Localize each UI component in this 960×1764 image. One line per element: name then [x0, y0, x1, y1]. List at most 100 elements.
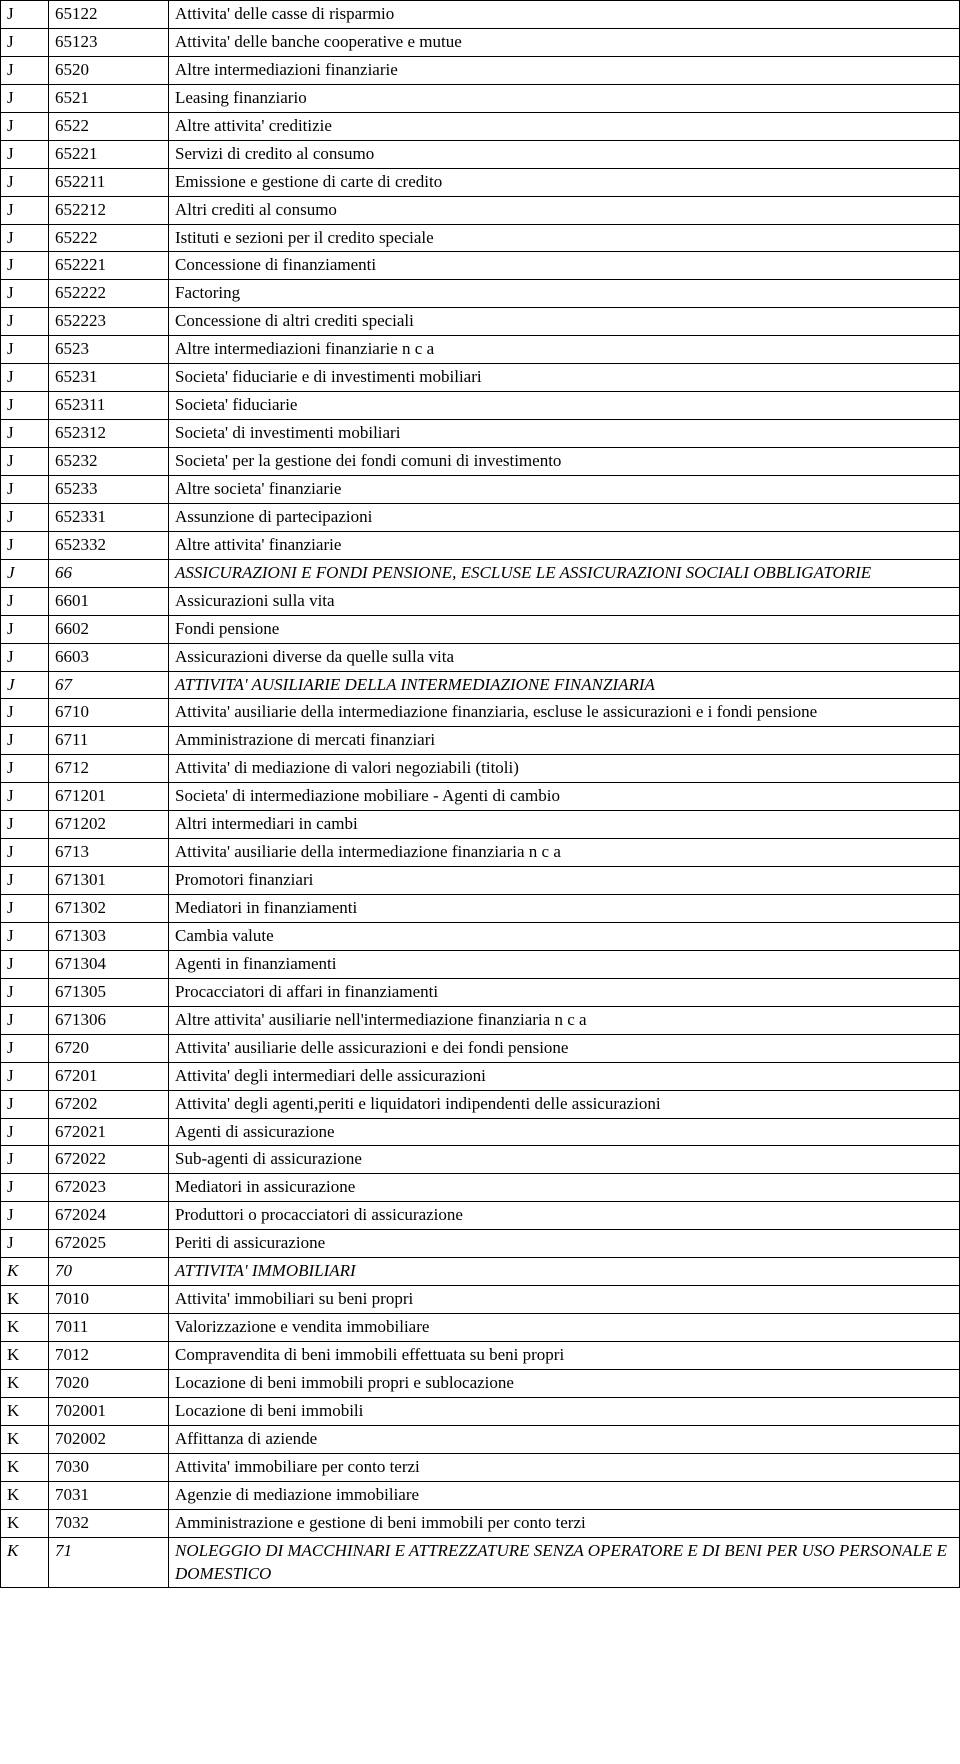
category-cell: J [1, 1174, 49, 1202]
code-cell: 6720 [49, 1034, 169, 1062]
description-cell: Attivita' degli agenti,periti e liquidat… [169, 1090, 960, 1118]
category-cell: J [1, 84, 49, 112]
table-row: J652211Emissione e gestione di carte di … [1, 168, 960, 196]
code-cell: 6602 [49, 615, 169, 643]
code-cell: 6523 [49, 336, 169, 364]
code-cell: 7032 [49, 1509, 169, 1537]
description-cell: Produttori o procacciatori di assicurazi… [169, 1202, 960, 1230]
category-cell: J [1, 1230, 49, 1258]
code-cell: 7020 [49, 1369, 169, 1397]
description-cell: NOLEGGIO DI MACCHINARI E ATTREZZATURE SE… [169, 1537, 960, 1588]
table-row: J6720Attivita' ausiliarie delle assicura… [1, 1034, 960, 1062]
code-cell: 671305 [49, 978, 169, 1006]
table-row: J6602Fondi pensione [1, 615, 960, 643]
code-cell: 671304 [49, 950, 169, 978]
category-cell: J [1, 364, 49, 392]
category-cell: K [1, 1537, 49, 1588]
category-cell: K [1, 1342, 49, 1370]
description-cell: Concessione di altri crediti speciali [169, 308, 960, 336]
code-cell: 671306 [49, 1006, 169, 1034]
table-row: J671202Altri intermediari in cambi [1, 811, 960, 839]
category-cell: J [1, 28, 49, 56]
code-cell: 652221 [49, 252, 169, 280]
table-row: J6711Amministrazione di mercati finanzia… [1, 727, 960, 755]
description-cell: Attivita' delle casse di risparmio [169, 1, 960, 29]
table-row: J6520Altre intermediazioni finanziarie [1, 56, 960, 84]
description-cell: Societa' di investimenti mobiliari [169, 420, 960, 448]
description-cell: Servizi di credito al consumo [169, 140, 960, 168]
description-cell: Altri intermediari in cambi [169, 811, 960, 839]
code-cell: 6712 [49, 755, 169, 783]
category-cell: J [1, 112, 49, 140]
description-cell: Attivita' ausiliarie delle assicurazioni… [169, 1034, 960, 1062]
category-cell: J [1, 950, 49, 978]
table-row: J67201Attivita' degli intermediari delle… [1, 1062, 960, 1090]
description-cell: ATTIVITA' AUSILIARIE DELLA INTERMEDIAZIO… [169, 671, 960, 699]
description-cell: Agenti in finanziamenti [169, 950, 960, 978]
description-cell: Leasing finanziario [169, 84, 960, 112]
code-cell: 702002 [49, 1425, 169, 1453]
table-row: J672025Periti di assicurazione [1, 1230, 960, 1258]
code-cell: 6713 [49, 839, 169, 867]
category-cell: J [1, 1146, 49, 1174]
category-cell: J [1, 699, 49, 727]
category-cell: J [1, 839, 49, 867]
category-cell: J [1, 811, 49, 839]
description-cell: Societa' fiduciarie e di investimenti mo… [169, 364, 960, 392]
table-row: J6521Leasing finanziario [1, 84, 960, 112]
category-cell: K [1, 1425, 49, 1453]
description-cell: Istituti e sezioni per il credito specia… [169, 224, 960, 252]
code-cell: 6710 [49, 699, 169, 727]
category-cell: K [1, 1314, 49, 1342]
category-cell: J [1, 280, 49, 308]
category-cell: J [1, 503, 49, 531]
code-cell: 67 [49, 671, 169, 699]
code-cell: 652222 [49, 280, 169, 308]
description-cell: Compravendita di beni immobili effettuat… [169, 1342, 960, 1370]
category-cell: J [1, 783, 49, 811]
table-row: J672024Produttori o procacciatori di ass… [1, 1202, 960, 1230]
description-cell: Amministrazione di mercati finanziari [169, 727, 960, 755]
description-cell: Affittanza di aziende [169, 1425, 960, 1453]
description-cell: Agenti di assicurazione [169, 1118, 960, 1146]
table-row: J671302Mediatori in finanziamenti [1, 895, 960, 923]
description-cell: Procacciatori di affari in finanziamenti [169, 978, 960, 1006]
category-cell: J [1, 1090, 49, 1118]
table-row: J671201Societa' di intermediazione mobil… [1, 783, 960, 811]
category-cell: J [1, 224, 49, 252]
category-cell: J [1, 895, 49, 923]
table-row: J672021Agenti di assicurazione [1, 1118, 960, 1146]
table-row: J652311Societa' fiduciarie [1, 392, 960, 420]
code-cell: 66 [49, 559, 169, 587]
description-cell: Attivita' delle banche cooperative e mut… [169, 28, 960, 56]
code-cell: 71 [49, 1537, 169, 1588]
table-row: J671305Procacciatori di affari in finanz… [1, 978, 960, 1006]
description-cell: Societa' per la gestione dei fondi comun… [169, 448, 960, 476]
code-cell: 702001 [49, 1397, 169, 1425]
table-row: J65221Servizi di credito al consumo [1, 140, 960, 168]
code-cell: 7011 [49, 1314, 169, 1342]
table-row: J652221Concessione di finanziamenti [1, 252, 960, 280]
table-row: J65233Altre societa' finanziarie [1, 475, 960, 503]
description-cell: Promotori finanziari [169, 867, 960, 895]
description-cell: Amministrazione e gestione di beni immob… [169, 1509, 960, 1537]
description-cell: Factoring [169, 280, 960, 308]
code-cell: 652311 [49, 392, 169, 420]
description-cell: Altre attivita' creditizie [169, 112, 960, 140]
description-cell: Attivita' degli intermediari delle assic… [169, 1062, 960, 1090]
code-cell: 65222 [49, 224, 169, 252]
category-cell: J [1, 336, 49, 364]
code-cell: 672024 [49, 1202, 169, 1230]
description-cell: Attivita' di mediazione di valori negozi… [169, 755, 960, 783]
table-row: K702002Affittanza di aziende [1, 1425, 960, 1453]
category-cell: J [1, 1062, 49, 1090]
table-row: J65222Istituti e sezioni per il credito … [1, 224, 960, 252]
table-row: J672023Mediatori in assicurazione [1, 1174, 960, 1202]
classification-table: J65122Attivita' delle casse di risparmio… [0, 0, 960, 1588]
category-cell: J [1, 420, 49, 448]
table-row: K7011Valorizzazione e vendita immobiliar… [1, 1314, 960, 1342]
table-row: J652331Assunzione di partecipazioni [1, 503, 960, 531]
table-row: J6601Assicurazioni sulla vita [1, 587, 960, 615]
description-cell: Altre intermediazioni finanziarie n c a [169, 336, 960, 364]
code-cell: 67201 [49, 1062, 169, 1090]
